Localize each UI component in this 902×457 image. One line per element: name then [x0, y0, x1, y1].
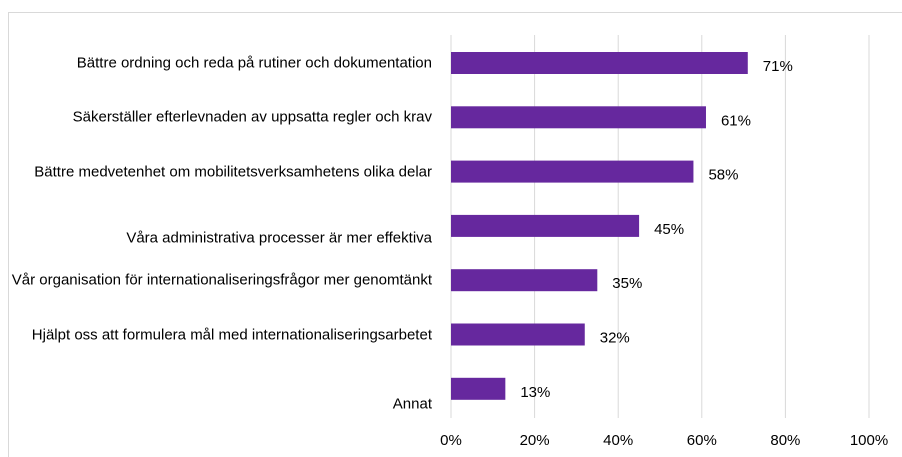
x-tick-label: 0% — [440, 432, 462, 449]
value-label: 58% — [708, 167, 738, 184]
bar — [451, 106, 706, 129]
value-label: 71% — [763, 58, 793, 75]
x-tick-label: 60% — [687, 432, 717, 449]
value-label: 61% — [721, 112, 751, 129]
value-label: 13% — [520, 384, 550, 401]
bar — [451, 160, 694, 183]
x-tick-label: 80% — [770, 432, 800, 449]
chart-border — [8, 12, 902, 457]
category-label: Säkerställer efterlevnaden av uppsatta r… — [72, 108, 432, 126]
category-label: Vår organisation för internationaliserin… — [11, 271, 432, 289]
category-label: Annat — [392, 395, 432, 413]
bar — [451, 323, 585, 346]
category-label: Bättre medvetenhet om mobilitetsverksamh… — [34, 163, 432, 181]
bar — [451, 377, 506, 400]
x-tick-label: 100% — [850, 432, 888, 449]
value-label: 32% — [600, 329, 630, 346]
x-tick-label: 40% — [603, 432, 633, 449]
category-label: Hjälpt oss att formulera mål med interna… — [31, 326, 432, 343]
x-tick-label: 20% — [520, 432, 550, 449]
value-label: 35% — [612, 275, 642, 292]
category-label: Våra administrativa processer är mer eff… — [126, 229, 432, 247]
bar — [451, 214, 640, 237]
bar — [451, 52, 748, 74]
bar — [451, 269, 598, 292]
value-label: 45% — [654, 221, 684, 238]
category-label: Bättre ordning och reda på rutiner och d… — [76, 54, 432, 72]
